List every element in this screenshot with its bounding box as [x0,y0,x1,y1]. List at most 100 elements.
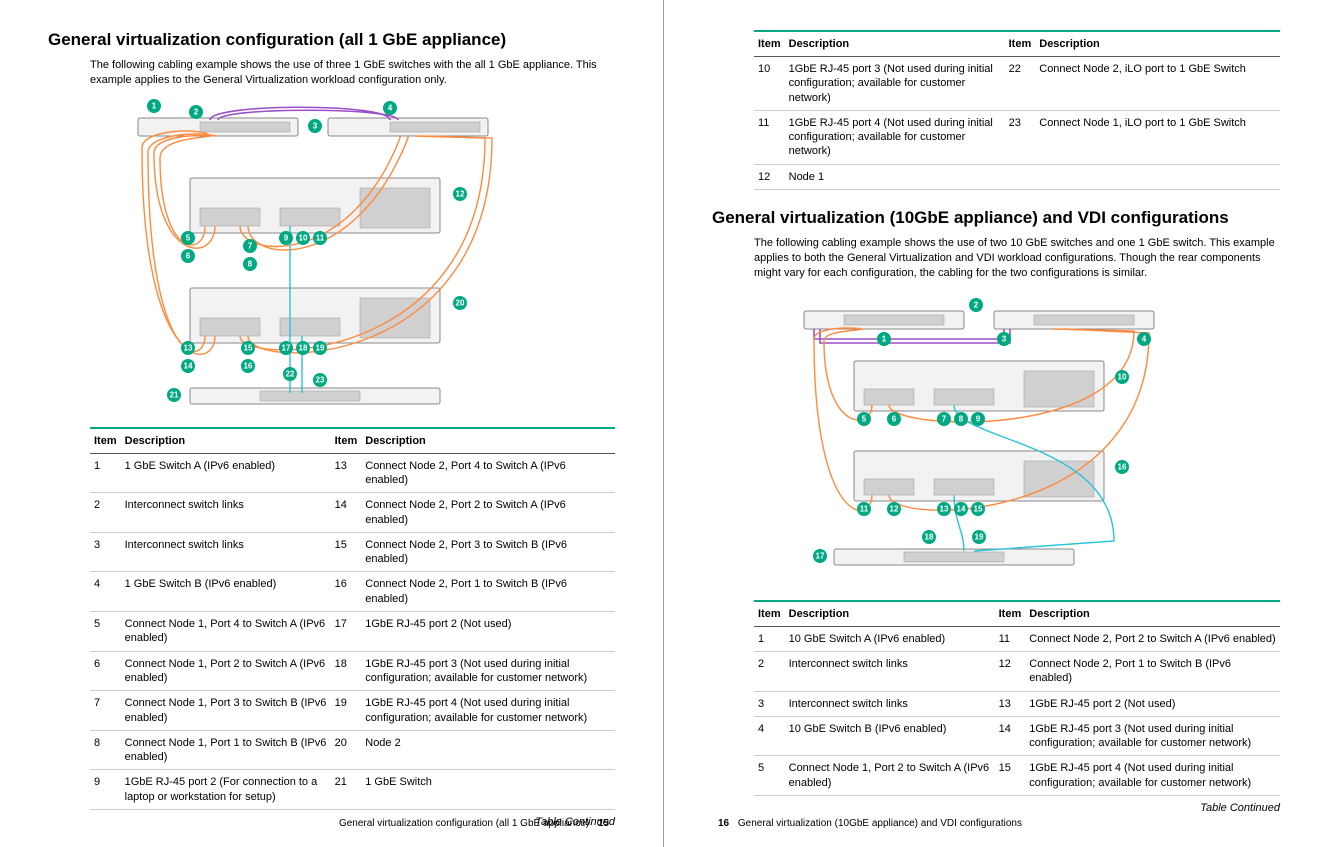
cell-item: 19 [331,691,362,731]
cell-item [1005,164,1036,189]
col-item: Item [90,428,121,454]
svg-text:1: 1 [882,334,887,343]
svg-text:2: 2 [974,300,979,309]
section-title-left: General virtualization configuration (al… [48,30,615,50]
svg-text:8: 8 [248,259,253,268]
cell-item: 6 [90,651,121,691]
svg-text:3: 3 [1002,334,1007,343]
cell-description: Connect Node 2, Port 2 to Switch A (IPv6… [1025,626,1280,651]
cell-item: 13 [331,453,362,493]
table-row: 2Interconnect switch links14Connect Node… [90,493,615,533]
cell-description: 1GbE RJ-45 port 2 (Not used) [1025,691,1280,716]
cell-description: Interconnect switch links [785,691,995,716]
cell-description: Connect Node 1, Port 3 to Switch B (IPv6… [121,691,331,731]
footer-text: General virtualization configuration (al… [339,818,589,829]
cell-description: Connect Node 2, Port 3 to Switch B (IPv6… [361,532,615,572]
cell-description: 1GbE RJ-45 port 3 (Not used during initi… [361,651,615,691]
cell-item: 17 [331,612,362,652]
callout-group: 1 2 3 4 5 6 7 8 9 10 11 12 13 14 15 16 1… [813,298,1151,563]
svg-text:11: 11 [316,233,325,242]
svg-text:7: 7 [248,241,253,250]
table-continued-right: Table Continued [754,802,1280,814]
svg-text:21: 21 [170,390,179,399]
description-table-right: Item Description Item Description 110 Gb… [754,600,1280,814]
col-desc2: Description [1035,31,1280,57]
cell-item: 15 [995,756,1026,796]
table-row: 101GbE RJ-45 port 3 (Not used during ini… [754,57,1280,111]
svg-text:17: 17 [282,343,291,352]
cell-description: 1GbE RJ-45 port 3 (Not used during initi… [1025,716,1280,756]
table-row: 3Interconnect switch links15Connect Node… [90,532,615,572]
svg-text:17: 17 [816,551,825,560]
svg-text:13: 13 [184,343,193,352]
cabling-diagram-left: 1 2 3 4 5 6 7 8 9 10 11 12 13 14 15 16 1… [90,98,615,413]
cell-description: Connect Node 1, Port 2 to Switch A (IPv6… [785,756,995,796]
table-row: 410 GbE Switch B (IPv6 enabled)141GbE RJ… [754,716,1280,756]
svg-text:16: 16 [1118,462,1127,471]
svg-text:10: 10 [299,233,308,242]
cell-item: 11 [995,626,1026,651]
svg-text:14: 14 [957,504,966,513]
cell-description: 1GbE RJ-45 port 4 (Not used during initi… [785,110,1005,164]
description-table-left: Item Description Item Description 11 GbE… [90,427,615,828]
cell-description: 10 GbE Switch A (IPv6 enabled) [785,626,995,651]
cell-description: 1 GbE Switch [361,770,615,810]
col-item2: Item [331,428,362,454]
cell-item: 20 [331,730,362,770]
cell-item: 23 [1005,110,1036,164]
cell-item: 2 [754,651,785,691]
svg-text:9: 9 [284,233,289,242]
cell-item: 8 [90,730,121,770]
cell-item: 5 [90,612,121,652]
cell-description: 1GbE RJ-45 port 2 (For connection to a l… [121,770,331,810]
footer-text: General virtualization (10GbE appliance)… [738,818,1022,829]
col-item2: Item [1005,31,1036,57]
svg-text:19: 19 [975,532,984,541]
intro-left: The following cabling example shows the … [90,58,615,88]
description-table-top-right: Item Description Item Description 101GbE… [754,30,1280,190]
callout-group: 1 2 3 4 5 6 7 8 9 10 11 12 13 14 15 16 1… [147,99,467,402]
table-row: 12Node 1 [754,164,1280,189]
cell-description: 1 GbE Switch B (IPv6 enabled) [121,572,331,612]
cell-item: 5 [754,756,785,796]
cell-description: 1GbE RJ-45 port 3 (Not used during initi… [785,57,1005,111]
cell-description: Connect Node 1, Port 1 to Switch B (IPv6… [121,730,331,770]
cell-item: 3 [90,532,121,572]
svg-text:18: 18 [925,532,934,541]
cell-description [1035,164,1280,189]
svg-text:3: 3 [313,121,318,130]
intro-right: The following cabling example shows the … [754,236,1280,281]
svg-text:16: 16 [244,361,253,370]
svg-text:1: 1 [152,101,157,110]
page-left: General virtualization configuration (al… [0,0,664,847]
cell-description: 10 GbE Switch B (IPv6 enabled) [785,716,995,756]
svg-text:15: 15 [244,343,253,352]
cell-item: 11 [754,110,785,164]
svg-text:19: 19 [316,343,325,352]
cell-description: Interconnect switch links [121,493,331,533]
svg-text:5: 5 [186,233,191,242]
cell-description: Connect Node 2, Port 4 to Switch A (IPv6… [361,453,615,493]
cell-item: 12 [995,651,1026,691]
cell-description: Connect Node 2, Port 2 to Switch A (IPv6… [361,493,615,533]
svg-text:10: 10 [1118,372,1127,381]
cell-item: 14 [331,493,362,533]
cell-item: 16 [331,572,362,612]
table-row: 5Connect Node 1, Port 4 to Switch A (IPv… [90,612,615,652]
cell-item: 18 [331,651,362,691]
page-footer-right: 16 General virtualization (10GbE applian… [712,818,1022,829]
svg-text:22: 22 [286,369,295,378]
table-row: 2Interconnect switch links12Connect Node… [754,651,1280,691]
svg-text:12: 12 [890,504,899,513]
cell-description: Connect Node 1, Port 2 to Switch A (IPv6… [121,651,331,691]
page-number: 15 [598,818,609,829]
cell-item: 3 [754,691,785,716]
svg-text:6: 6 [892,414,897,423]
svg-text:2: 2 [194,107,199,116]
svg-text:13: 13 [940,504,949,513]
cell-description: Connect Node 2, iLO port to 1 GbE Switch [1035,57,1280,111]
cell-description: 1GbE RJ-45 port 4 (Not used during initi… [1025,756,1280,796]
page-right: Item Description Item Description 101GbE… [664,0,1328,847]
cell-description: Interconnect switch links [121,532,331,572]
cell-description: 1 GbE Switch A (IPv6 enabled) [121,453,331,493]
